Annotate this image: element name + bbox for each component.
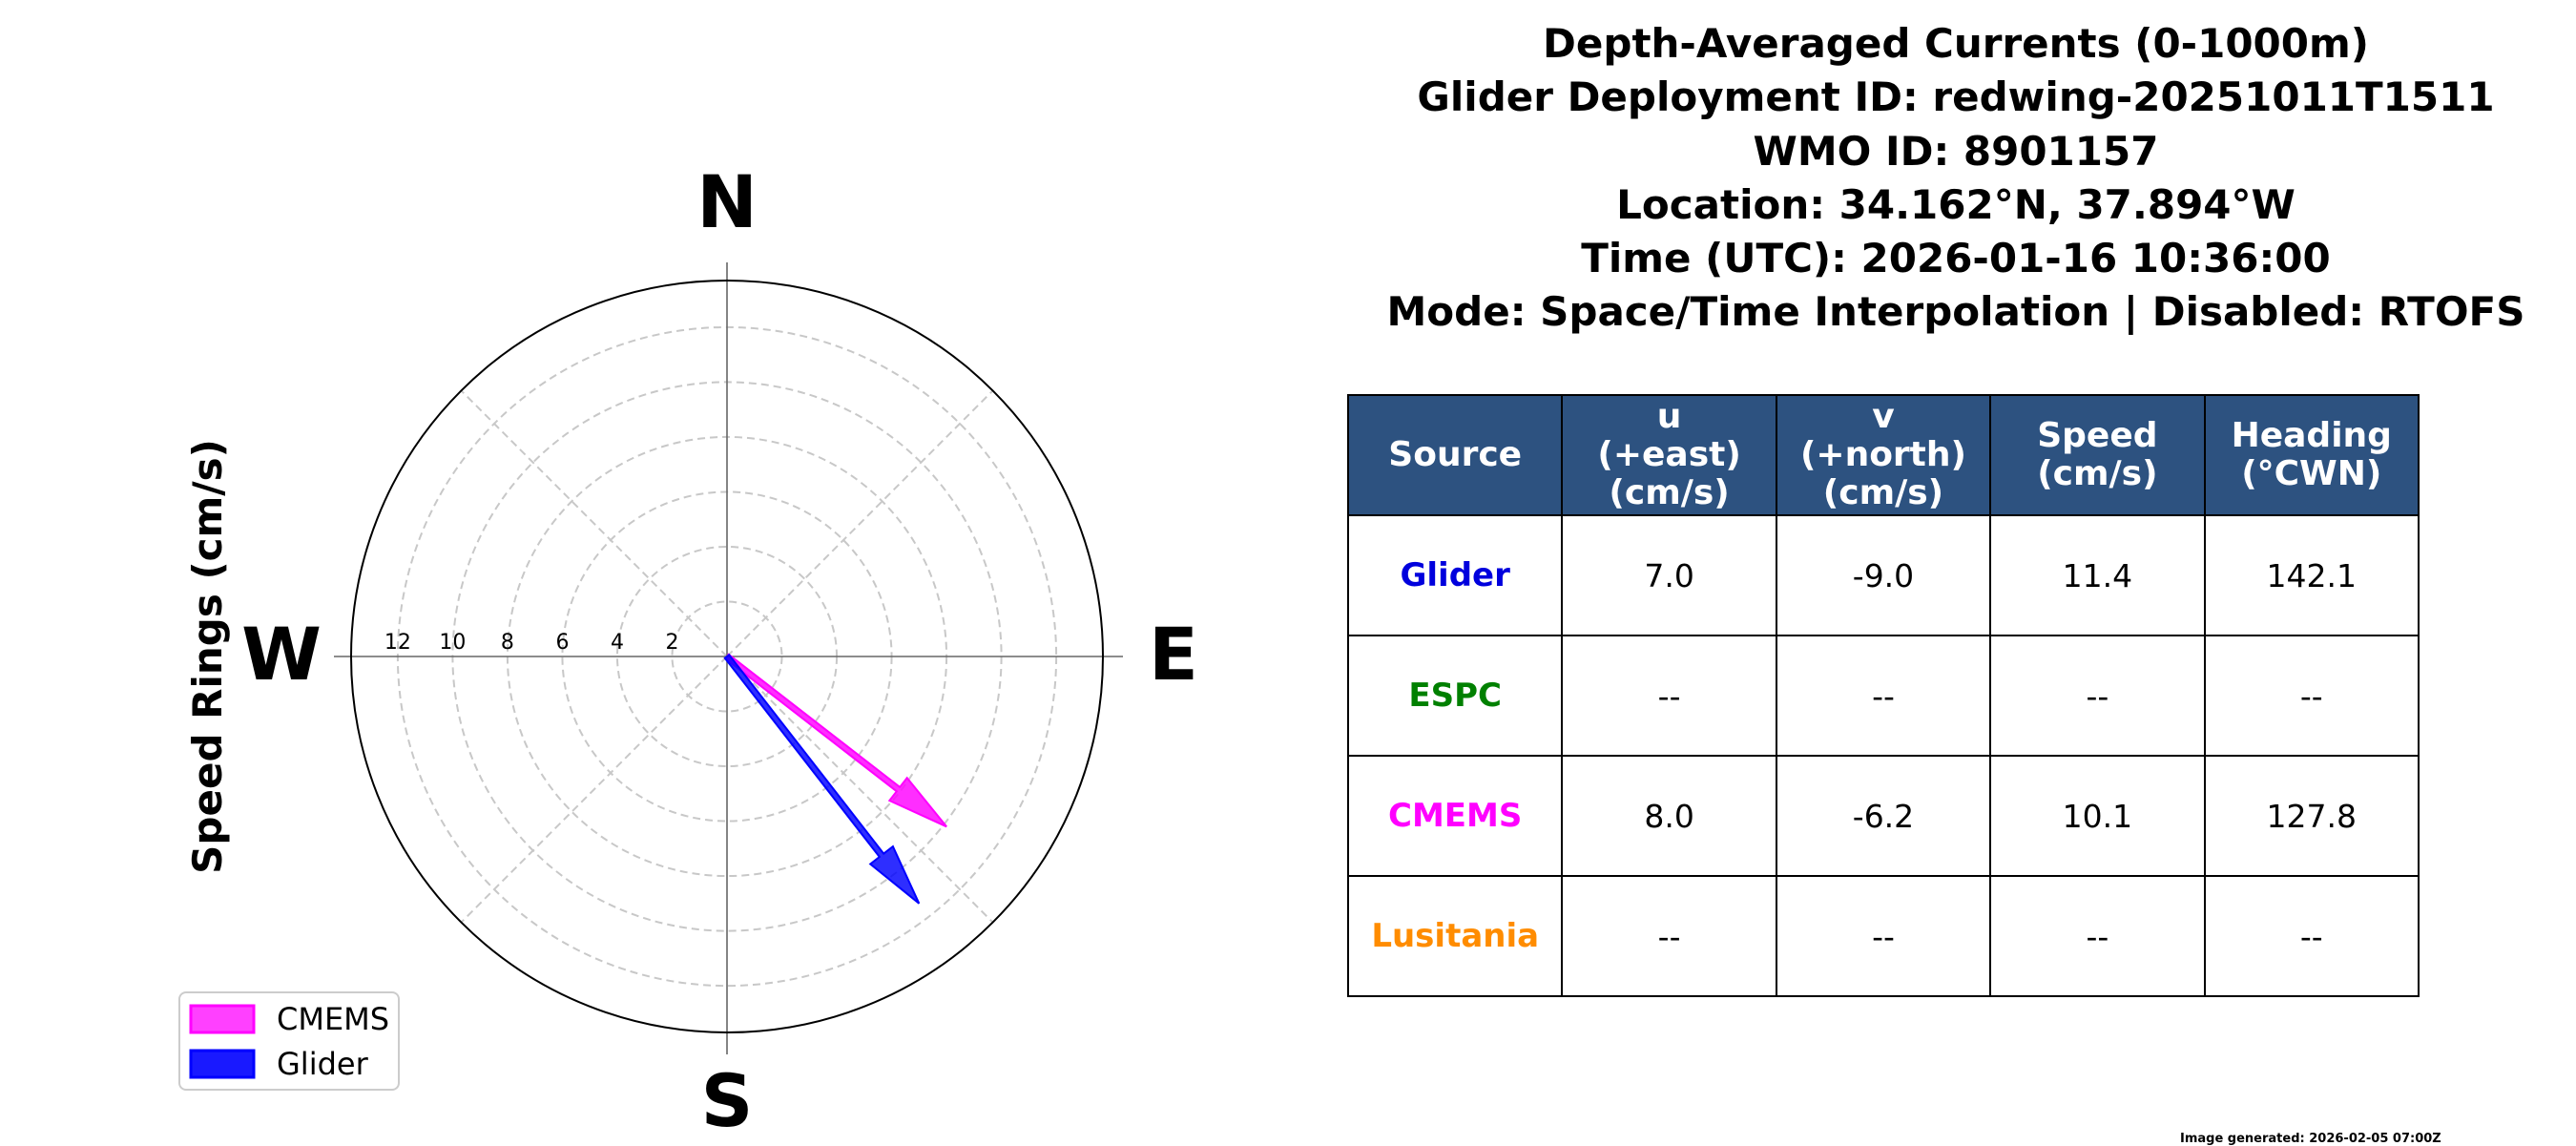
heading-cell: -- (2203, 875, 2420, 997)
y-axis-label: Speed Rings (cm/s) (184, 439, 231, 874)
header-v: v (+north) (cm/s) (1775, 394, 1992, 516)
ring-label: 2 (665, 631, 678, 655)
legend-label-cmems: CMEMS (277, 1001, 389, 1037)
table-header-row: Source u (+east) (cm/s) v (+north) (cm/s… (1346, 394, 2420, 516)
title-line: Depth-Averaged Currents (0-1000m) (1543, 20, 2369, 67)
v-cell: -9.0 (1775, 514, 1992, 636)
ring-labels: 2 4 6 8 10 12 (384, 631, 679, 655)
image-generated-footer: Image generated: 2026-02-05 07:00Z (2180, 1132, 2441, 1146)
vector-arrow-glider (723, 653, 921, 905)
speed-cell: 11.4 (1989, 514, 2206, 636)
diagonal-gridline (460, 389, 728, 657)
outer-ring (350, 280, 1104, 1033)
legend-label-glider: Glider (277, 1046, 369, 1082)
title-line: Mode: Space/Time Interpolation | Disable… (1386, 288, 2525, 336)
source-cell: Glider (1346, 514, 1564, 636)
table-row: Lusitania -- -- -- -- (1346, 875, 2420, 997)
compass-east-label: E (1149, 612, 1198, 697)
source-cell: CMEMS (1346, 755, 1564, 877)
source-cell: Lusitania (1346, 875, 1564, 997)
ring-label: 4 (611, 631, 624, 655)
compass-north-label: N (696, 159, 758, 244)
header-heading: Heading (°CWN) (2203, 394, 2420, 516)
diagonal-gridline (726, 656, 994, 924)
heading-cell: -- (2203, 635, 2420, 757)
header-u: u (+east) (cm/s) (1561, 394, 1777, 516)
diagonal-gridline (726, 389, 994, 657)
figure-title: Depth-Averaged Currents (0-1000m) Glider… (1317, 17, 2576, 340)
currents-table: Source u (+east) (cm/s) v (+north) (cm/s… (1346, 394, 2420, 997)
u-cell: -- (1561, 635, 1777, 757)
title-line: Glider Deployment ID: redwing-20251011T1… (1417, 73, 2495, 121)
header-speed: Speed (cm/s) (1989, 394, 2206, 516)
u-cell: 8.0 (1561, 755, 1777, 877)
diagonal-gridline (460, 656, 728, 924)
current-rose-chart: 2 4 6 8 10 12 N S E W Speed Rings (cm/s) CMEM… (178, 159, 1198, 1143)
ring-label: 12 (384, 631, 411, 655)
compass-south-label: S (701, 1058, 754, 1143)
current-vectors (723, 653, 947, 905)
v-cell: -- (1775, 875, 1992, 997)
heading-cell: 142.1 (2203, 514, 2420, 636)
polar-grid (334, 262, 1123, 1054)
heading-cell: 127.8 (2203, 755, 2420, 877)
legend-swatch-glider (189, 1049, 256, 1079)
ring-label: 10 (439, 631, 466, 655)
source-cell: ESPC (1346, 635, 1564, 757)
u-cell: 7.0 (1561, 514, 1777, 636)
table-row: CMEMS 8.0 -6.2 10.1 127.8 (1346, 755, 2420, 877)
compass-west-label: W (241, 612, 322, 697)
vector-arrow-cmems (723, 653, 947, 828)
table-row: ESPC -- -- -- -- (1346, 635, 2420, 757)
header-source: Source (1346, 394, 1564, 516)
title-line: Time (UTC): 2026-01-16 10:36:00 (1581, 235, 2331, 282)
title-line: WMO ID: 8901157 (1753, 127, 2159, 175)
ring-label: 6 (555, 631, 569, 655)
legend: CMEMS Glider (178, 991, 400, 1091)
legend-swatch-cmems (189, 1004, 256, 1034)
speed-cell: -- (1989, 635, 2206, 757)
u-cell: -- (1561, 875, 1777, 997)
v-cell: -6.2 (1775, 755, 1992, 877)
table-row: Glider 7.0 -9.0 11.4 142.1 (1346, 514, 2420, 636)
speed-cell: -- (1989, 875, 2206, 997)
v-cell: -- (1775, 635, 1992, 757)
speed-cell: 10.1 (1989, 755, 2206, 877)
ring-label: 8 (501, 631, 514, 655)
title-line: Location: 34.162°N, 37.894°W (1616, 180, 2296, 228)
